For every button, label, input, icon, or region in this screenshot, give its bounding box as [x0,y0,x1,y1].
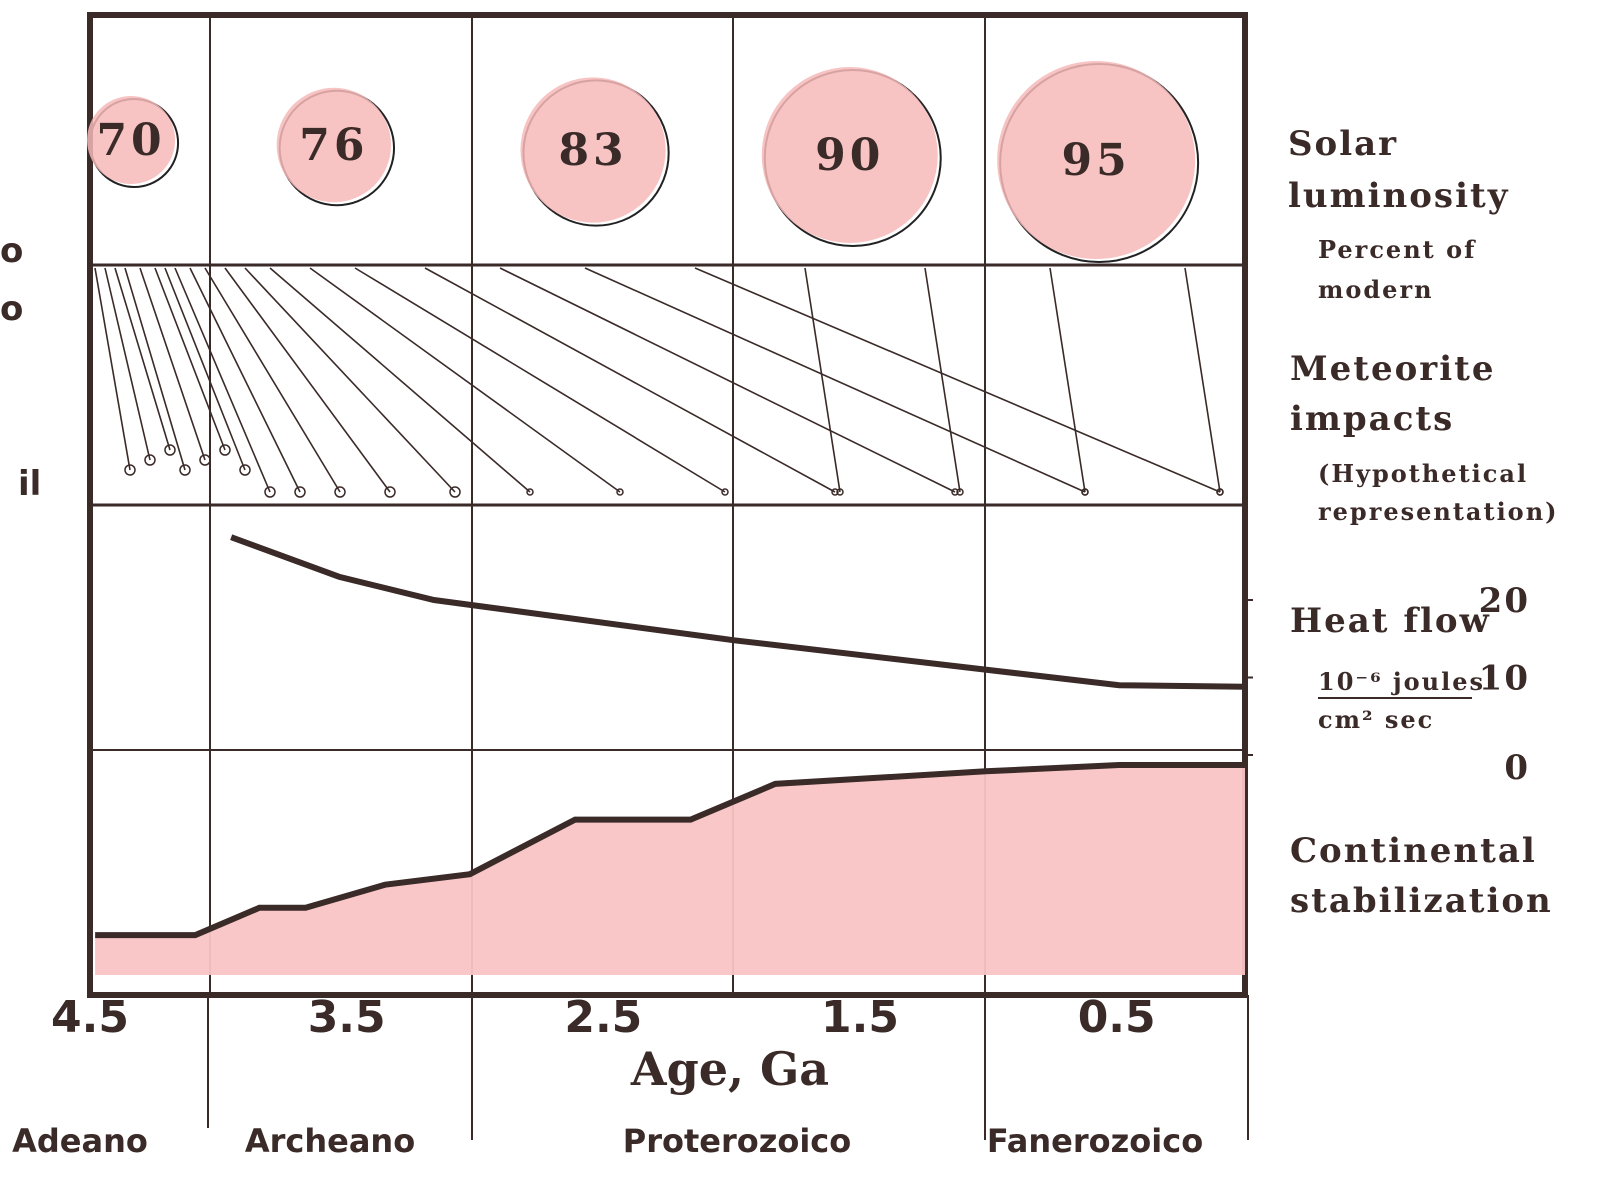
meteorite-impacts [95,268,1223,497]
y-tick-label: 10 [1479,659,1530,699]
impact-trail [190,268,300,492]
impact-trail [925,268,960,492]
impact-trail [175,268,270,492]
unit-numerator: 10⁻⁶ joules [1318,667,1485,696]
impact-trail [270,268,530,492]
x-tick-label: 0.5 [1078,992,1156,1043]
panel-title: Meteorite [1290,349,1495,389]
impact-trail [205,268,340,492]
x-tick-label: 3.5 [308,992,386,1043]
bubble-label: 76 [299,120,368,171]
impact-trail [1050,268,1085,492]
unit-denominator: cm² sec [1318,705,1434,734]
impact-trail [1185,268,1220,492]
bubble-label: 90 [815,130,884,181]
impact-trail [225,268,390,492]
panel-subtitle: (Hypothetical [1318,459,1528,488]
impact-trail [310,268,620,492]
impact-trail [500,268,955,492]
bubble-label: 95 [1062,135,1131,186]
bubble-label: 83 [558,125,627,176]
x-tick-label: 4.5 [51,992,129,1043]
panel-title: stabilization [1290,881,1553,921]
margin-text: o [0,231,23,271]
impact-trail [245,268,455,492]
panel-subtitle: modern [1318,275,1434,304]
impact-trail [125,268,185,470]
period-label: Adeano [12,1122,148,1160]
period-label: Archeano [245,1122,415,1160]
impact-trail [140,268,205,460]
impact-trail [355,268,725,492]
margin-text: il [18,464,41,504]
panel-title: luminosity [1288,176,1509,216]
x-axis-label: Age, Ga [630,1042,829,1096]
figure: 70 76 83 90 95 Solar luminosity Percent of moder… [0,0,1597,1181]
margin-text: o [0,289,23,329]
panel-subtitle: Percent of [1318,235,1476,264]
panel-title: Continental [1290,831,1537,871]
x-tick-label: 2.5 [564,992,642,1043]
continental-area [95,765,1245,975]
panel-subtitle: representation) [1318,497,1559,526]
bubble-label: 70 [96,115,165,166]
x-tick-label: 1.5 [821,992,899,1043]
impact-trail [155,268,225,450]
period-label: Proterozoico [623,1122,852,1160]
panel-title: Heat flow [1290,601,1491,641]
period-label: Fanerozoico [987,1122,1203,1160]
panel-title: impacts [1290,399,1454,439]
heat-flow-line [231,537,1245,687]
y-tick-label: 0 [1504,748,1530,788]
impact-trail [115,268,170,450]
panel-title: Solar [1288,124,1398,164]
